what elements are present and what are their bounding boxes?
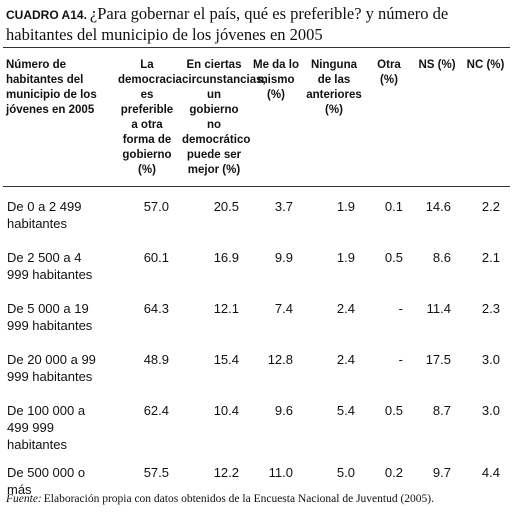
cell: 48.9 <box>143 352 169 367</box>
cell: 4.2 <box>303 504 365 514</box>
cell: 7.4 <box>274 301 293 316</box>
cell: 4.4 <box>481 465 500 480</box>
table-row: Total57.512.510.64.20.211.53.4 <box>3 504 510 514</box>
cell: - <box>398 352 403 367</box>
cell: 17.5 <box>425 352 451 367</box>
cell: 5.4 <box>336 403 355 418</box>
cell: 20.5 <box>213 199 239 214</box>
cell: 10.4 <box>213 403 239 418</box>
cell: 3.4 <box>461 504 510 514</box>
row-label: De 5 000 a 19 999 habitantes <box>7 301 93 333</box>
cell: 16.9 <box>213 250 239 265</box>
cell: 11.5 <box>413 504 461 514</box>
cell: 12.8 <box>267 352 293 367</box>
cell: 2.2 <box>481 199 500 214</box>
cell: 0.1 <box>384 199 403 214</box>
table-row: De 0 a 2 499 habitantes 57.0 20.5 3.7 1.9 0.1… <box>3 187 510 239</box>
cell: 11.0 <box>268 465 293 480</box>
cell: 8.6 <box>432 250 451 265</box>
source-note: Fuente: Elaboración propia con datos obte… <box>6 493 434 505</box>
cell: 11.4 <box>426 301 451 316</box>
cell: 3.7 <box>274 199 293 214</box>
table-row: De 5 000 a 19 999 habitantes 64.3 12.1 7.4 2… <box>3 289 510 340</box>
row-label: De 2 500 a 4 999 habitantes <box>7 250 93 282</box>
table-row: De 2 500 a 4 999 habitantes 60.1 16.9 9.9 1.… <box>3 238 510 289</box>
cell: 15.4 <box>213 352 239 367</box>
column-header: Ninguna de las anteriores (%) <box>306 59 362 116</box>
column-header: Número de habitantes del municipio de lo… <box>6 59 97 116</box>
cell: 0.5 <box>384 250 403 265</box>
column-header: Otra (%) <box>377 59 401 86</box>
row-label: De 0 a 2 499 habitantes <box>7 199 82 231</box>
table-row: De 20 000 a 99 999 habitantes 48.9 15.4 12.… <box>3 340 510 391</box>
cell: 2.4 <box>336 352 355 367</box>
table-row: De 500 000 o más 57.5 12.2 11.0 5.0 0.2 9.7 4.4 <box>3 453 510 504</box>
cell: 5.0 <box>336 465 355 480</box>
cell: 12.1 <box>213 301 239 316</box>
cell: 2.4 <box>336 301 355 316</box>
source-label: Fuente: <box>6 493 42 505</box>
cell: 0.2 <box>365 504 413 514</box>
cell: 8.7 <box>432 403 451 418</box>
column-header: NC (%) <box>466 59 505 71</box>
cell: 10.6 <box>249 504 303 514</box>
cell: 9.7 <box>432 465 451 480</box>
cell: 2.1 <box>481 250 500 265</box>
cell: 0.5 <box>384 403 403 418</box>
cell: 62.4 <box>143 403 169 418</box>
row-label: Total <box>3 504 115 514</box>
cell: 0.2 <box>384 465 403 480</box>
cell: 57.5 <box>143 465 169 480</box>
cell: 60.1 <box>143 250 169 265</box>
table-label: CUADRO A14. <box>6 8 87 22</box>
cell: 3.0 <box>481 352 500 367</box>
column-header: La democracia es preferible a otra forma… <box>118 59 182 176</box>
row-label: De 500 000 o más <box>7 465 86 497</box>
source-text: Elaboración propia con datos obtenidos d… <box>43 493 435 505</box>
cell: 12.5 <box>179 504 249 514</box>
cell: 57.0 <box>143 199 169 214</box>
header-row: Número de habitantes del municipio de lo… <box>3 47 510 187</box>
row-label: De 20 000 a 99 999 habitantes <box>7 352 96 384</box>
cell: 12.2 <box>213 465 239 480</box>
row-label: De 100 000 a 499 999 habitantes <box>7 403 86 452</box>
cell: - <box>398 301 403 316</box>
cell: 9.9 <box>274 250 293 265</box>
cell: 3.0 <box>481 403 500 418</box>
cell: 1.9 <box>336 250 355 265</box>
cell: 64.3 <box>143 301 169 316</box>
column-header: Me da lo mismo (%) <box>252 59 299 101</box>
table-row: De 100 000 a 499 999 habitantes 62.4 10.4 9… <box>3 391 510 453</box>
cell: 2.3 <box>481 301 500 316</box>
data-table: Número de habitantes del municipio de lo… <box>3 47 510 514</box>
cell: 9.6 <box>274 403 293 418</box>
column-header: NS (%) <box>418 59 456 71</box>
cell: 57.5 <box>115 504 179 514</box>
table-title: ¿Para gobernar el país, qué es preferibl… <box>6 4 449 44</box>
cell: 1.9 <box>336 199 355 214</box>
title: CUADRO A14. ¿Para gobernar el país, qué e… <box>6 4 506 44</box>
cell: 14.6 <box>425 199 451 214</box>
column-header: En ciertas circunstancias, un gobierno n… <box>182 59 266 176</box>
table-body: De 0 a 2 499 habitantes 57.0 20.5 3.7 1.9 0.1… <box>3 187 510 514</box>
